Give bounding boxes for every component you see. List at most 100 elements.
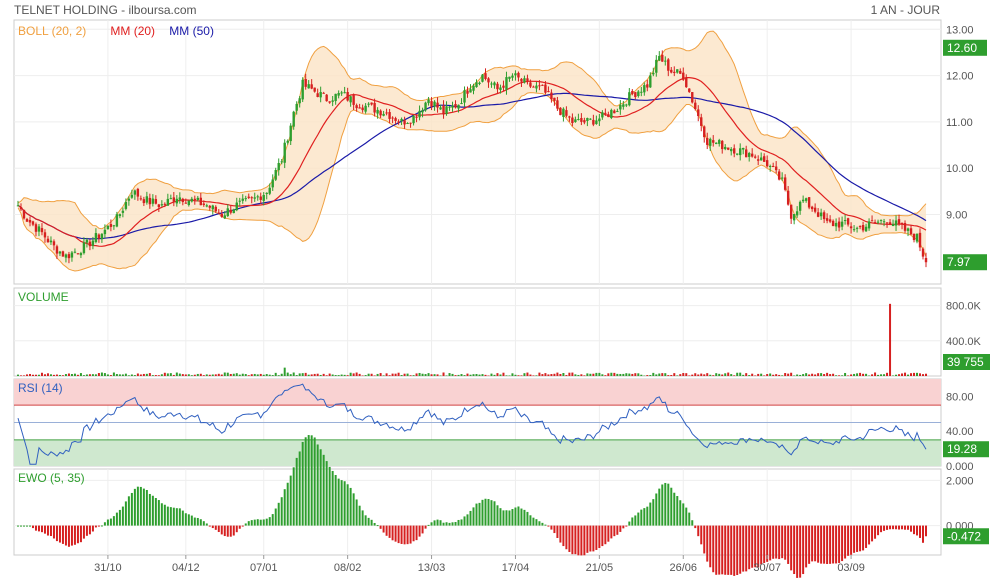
legend-item-1: MM (20)	[110, 24, 155, 38]
volume-bar	[601, 374, 604, 376]
ewo-bar	[847, 525, 850, 556]
ewo-bar	[439, 520, 442, 526]
volume-bar	[748, 375, 751, 376]
ewo-bar	[418, 525, 421, 537]
candle-body	[262, 195, 265, 201]
candle-body	[274, 170, 277, 180]
volume-bar	[85, 374, 88, 376]
candle-body	[753, 156, 757, 158]
ewo-bar	[739, 525, 742, 574]
ewo-bar	[511, 509, 514, 526]
ewo-bar	[892, 525, 895, 530]
volume-bar	[340, 374, 343, 376]
ewo-bar	[769, 525, 772, 561]
candle-body	[16, 205, 20, 207]
candle-body	[373, 102, 376, 113]
volume-bar	[220, 374, 223, 376]
volume-bar	[571, 372, 574, 376]
rsi-ytick-label: 80.00	[946, 391, 974, 403]
volume-bar	[676, 375, 679, 376]
candle-body	[265, 192, 268, 194]
bollinger-band-area	[18, 31, 926, 271]
candle-body	[625, 104, 628, 106]
candle-body	[400, 118, 403, 122]
price-ytick-label: 13.00	[946, 24, 974, 36]
candle-body	[319, 92, 322, 98]
volume-bar	[40, 372, 43, 376]
ewo-bar	[835, 525, 838, 564]
ewo-bar	[628, 521, 631, 526]
candle-body	[487, 78, 490, 83]
volume-bar	[775, 374, 778, 376]
volume-bar	[199, 373, 202, 376]
ewo-bar	[85, 525, 88, 536]
ewo-bar	[229, 525, 232, 537]
candle-body	[55, 246, 59, 254]
mm50-line	[17, 92, 927, 240]
ewo-bar	[508, 510, 511, 526]
volume-bar	[469, 374, 472, 376]
volume-bar	[685, 373, 688, 376]
ewo-bar	[112, 516, 115, 526]
volume-bar	[151, 375, 154, 376]
volume-bar	[355, 372, 358, 376]
ewo-bar	[385, 525, 388, 536]
candle-body	[211, 205, 214, 210]
candle-body	[172, 197, 176, 202]
candle-body	[921, 248, 925, 257]
candle-body	[924, 257, 928, 263]
ewo-bar	[775, 525, 778, 559]
volume-bar	[559, 373, 562, 376]
candle-body	[439, 107, 442, 110]
volume-bar	[205, 374, 208, 376]
volume-bar	[745, 373, 748, 376]
volume-bar	[871, 374, 874, 376]
volume-bar	[874, 372, 877, 376]
candle-body	[703, 126, 706, 138]
ewo-bar	[235, 525, 238, 533]
volume-bar	[436, 374, 439, 376]
volume-bar	[34, 374, 37, 376]
volume-bar	[694, 373, 697, 376]
ewo-bar	[49, 525, 52, 537]
candle-body	[34, 224, 38, 232]
volume-bar	[727, 372, 730, 376]
volume-bar	[343, 374, 346, 376]
volume-bar	[37, 374, 40, 376]
candle-body	[541, 84, 544, 86]
volume-bar	[163, 372, 166, 376]
volume-bar	[796, 374, 799, 376]
candle-body	[756, 159, 760, 161]
ewo-bar	[412, 525, 415, 542]
ewo-bar	[91, 525, 94, 532]
ewo-bar	[292, 467, 295, 526]
volume-bar	[574, 374, 577, 376]
volume-bar	[703, 374, 706, 376]
volume-badge	[943, 354, 990, 370]
candle-body	[379, 110, 382, 116]
volume-bar	[721, 374, 724, 376]
ewo-bar	[232, 525, 235, 536]
volume-bar	[709, 374, 712, 376]
ewo-bar	[295, 457, 298, 526]
time-range-label[interactable]: 1 AN - JOUR	[870, 3, 940, 17]
candle-body	[418, 110, 421, 118]
candle-body	[394, 118, 397, 121]
ewo-bar	[844, 525, 847, 559]
candle-body	[502, 85, 505, 88]
volume-bar	[286, 372, 289, 376]
ewo-bar	[610, 525, 613, 539]
ewo-bar	[838, 525, 841, 563]
volume-bar	[109, 375, 112, 376]
volume-bar	[172, 374, 175, 376]
candle-body	[340, 92, 343, 94]
candle-body	[777, 171, 781, 180]
ewo-bar	[160, 503, 163, 526]
legend-item-2: MM (50)	[169, 24, 214, 38]
volume-bar	[925, 373, 928, 376]
ewo-bar	[442, 522, 445, 526]
candle-body	[409, 122, 412, 124]
candle-body	[343, 92, 346, 94]
candle-body	[577, 119, 580, 121]
ewo-bar	[319, 449, 322, 526]
